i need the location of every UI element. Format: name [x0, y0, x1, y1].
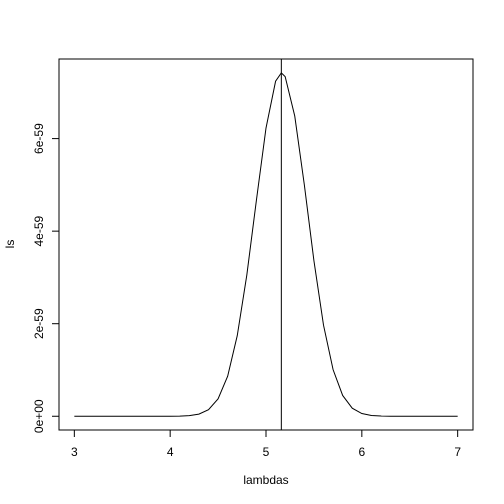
x-tick-label: 7 [454, 445, 461, 459]
y-tick-label: 0e+00 [32, 399, 46, 433]
x-axis-label: lambdas [243, 473, 288, 487]
y-tick-label: 2e-59 [32, 308, 46, 339]
plot-box [58, 58, 474, 431]
x-tick-label: 5 [263, 445, 270, 459]
x-tick-label: 6 [358, 445, 365, 459]
x-tick-label: 4 [167, 445, 174, 459]
x-tick-label: 3 [71, 445, 78, 459]
line [74, 72, 458, 417]
y-tick-label: 4e-59 [32, 215, 46, 246]
y-axis-label: ls [3, 240, 17, 249]
y-tick-label: 6e-59 [32, 123, 46, 154]
